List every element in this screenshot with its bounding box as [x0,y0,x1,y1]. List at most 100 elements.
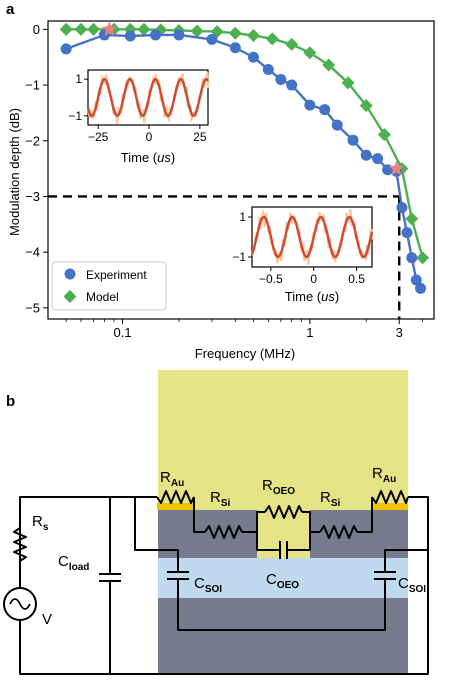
gold-pad-right [372,503,408,510]
y-tick-label: −4 [25,245,40,260]
model-point [87,22,101,36]
model-point [154,23,168,37]
y-tick-label: −1 [25,78,40,93]
experiment-point [150,29,162,41]
experiment-point [372,153,384,165]
inset-x-tick-label: −0.5 [259,272,283,286]
experiment-point [347,134,359,146]
oeo-bottom-wire-right [287,532,311,551]
highlight-star [388,160,405,176]
r-au-left-label: RAu [160,469,184,489]
experiment-point [360,149,372,161]
inset-x-tick-label: 0.5 [348,272,365,286]
experiment-point [410,274,422,286]
right-inner-wire [357,497,373,533]
oeo-top-wire-right [302,511,311,532]
inset-x-tick-label: 25 [193,130,207,144]
model-point [210,25,224,39]
inset-x-label: Time (us) [121,150,175,165]
model-point [285,37,299,51]
panel-b-label: b [6,393,15,410]
inset-x-tick-label: −25 [88,130,109,144]
r-oeo-resistor [264,505,303,519]
model-point [190,24,204,38]
c-soi-left-label: CSOI [194,575,222,595]
y-tick-label: −3 [25,189,40,204]
fit-trace [86,77,210,118]
legend-model-marker [63,290,77,303]
soi-layer [158,558,408,598]
r-au-left-resistor [156,490,195,504]
plot-frame [47,20,435,320]
model-point [228,26,242,40]
experiment-point [401,227,413,239]
left-rail [134,497,179,572]
x-tick-label: 0.1 [114,325,132,340]
low-frequency-inset: 1 −1 −25 0 25 Time (us) [68,69,210,165]
r-s-resistor [13,527,27,562]
y-tick-label: −2 [25,133,40,148]
experiment-point [406,252,418,264]
oeo-top-wire [256,511,265,532]
experiment-point [173,29,185,41]
inset-y-tick-label: −1 [232,250,246,264]
c-oeo-plates [279,541,288,559]
x-tick-label: 3 [396,325,403,340]
c-oeo-label: COEO [266,571,299,591]
experiment-point [319,104,331,116]
model-point [341,76,355,90]
circuit-diagram: RAu RSi ROEO RSi RAu COEO CSOI CSOI Cloa… [3,370,429,675]
model-point [74,22,88,36]
oeo-bottom-wire [256,532,280,551]
x-axis: 0.1 1 3 [65,319,424,340]
model-point [59,22,73,36]
model-point [303,46,317,60]
r-si-left-label: RSi [210,489,231,509]
right-rail [384,549,428,572]
experiment-point [206,33,218,45]
c-soi-right-label: CSOI [398,575,426,595]
experiment-point [60,43,72,55]
model-point [416,251,430,265]
experiment-point [275,73,287,85]
top-layer [158,370,408,510]
inset-x-tick-label: 0 [310,272,317,286]
experiment-point [304,99,316,111]
wires [13,490,429,675]
experiment-point [286,79,298,91]
y-tick-label: −5 [25,300,40,315]
experiment-point [124,30,136,42]
left-inner-wire [193,497,205,533]
panel-a-label: a [6,1,15,18]
x-tick-label: 1 [306,325,313,340]
experiment-point [262,63,274,75]
model-point [359,99,373,113]
legend: Experiment Model [51,261,167,311]
series-layer [59,21,430,294]
model-point [246,28,260,42]
modulation-depth-chart: 0−1−2−3−4−5 0.1 1 3 Modulation depth (dB) … [7,20,435,361]
inset-y-tick-label: 1 [75,72,82,86]
model-point [265,32,279,46]
r-au-right-label: RAu [372,465,396,485]
gold-pad-left [157,503,193,510]
r-si-right-resistor [319,525,358,539]
legend-experiment-label: Experiment [86,268,147,282]
device-layer-lower [158,598,408,674]
experiment-point [247,51,259,63]
voltage-source [3,578,37,630]
y-axis-label: Modulation depth (dB) [7,108,22,236]
legend-box [51,261,167,311]
experiment-point [415,282,427,294]
model-point [377,128,391,142]
x-axis-label: Frequency (MHz) [195,346,295,361]
highlight-star [101,21,117,36]
inset-x-label: Time (us) [285,289,339,304]
y-axis: 0 −1 −2 −3 −4 −5 [25,22,48,315]
v-label: V [42,611,52,628]
c-load-label: Cload [58,553,89,573]
model-point [322,58,336,72]
c-soi-left-lower-wire [177,579,386,631]
r-oeo-label: ROEO [262,477,295,497]
inset-y-tick-label: −1 [68,109,82,123]
